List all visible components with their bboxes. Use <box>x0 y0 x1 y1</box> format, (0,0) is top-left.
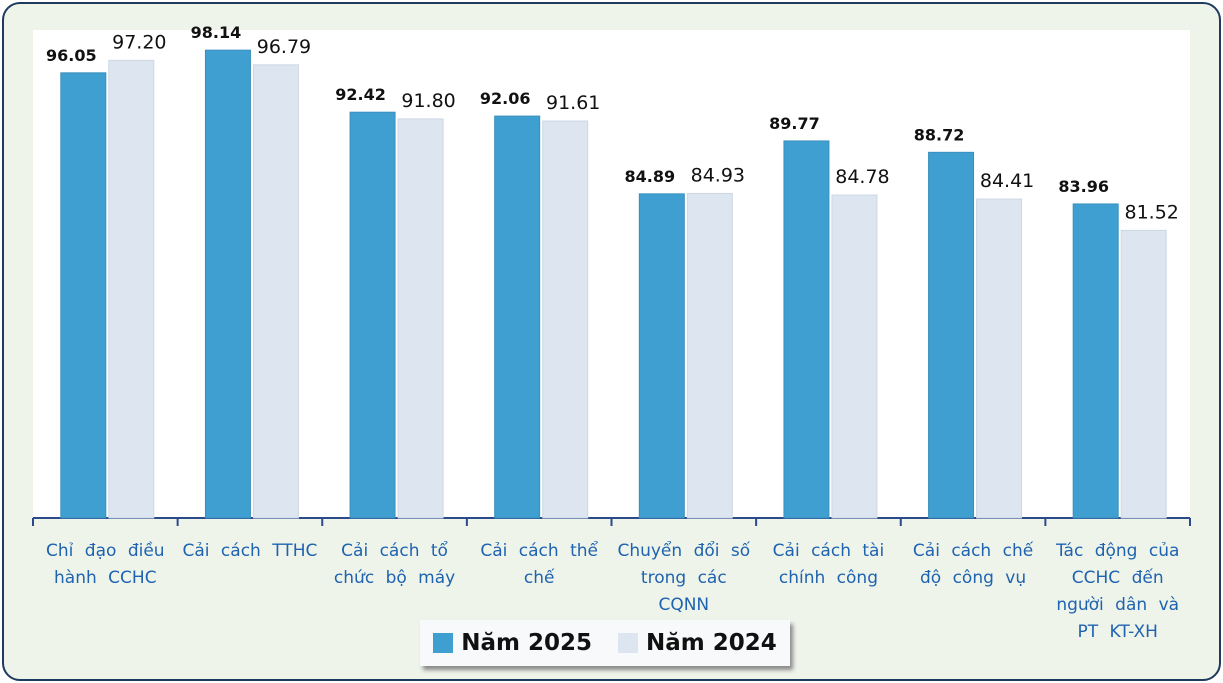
value-label: 97.20 <box>112 31 166 53</box>
value-label: 89.77 <box>769 114 820 133</box>
bar <box>397 118 444 519</box>
value-label: 92.06 <box>480 89 531 108</box>
bar <box>1072 203 1119 519</box>
x-tick-label: Tác động của CCHC đến người dân và PT KT… <box>1055 541 1180 642</box>
value-label: 88.72 <box>914 125 965 144</box>
bar <box>638 193 685 519</box>
bar <box>831 194 878 519</box>
value-label: 92.42 <box>335 85 386 104</box>
bar <box>542 120 589 519</box>
bar <box>108 59 155 519</box>
legend: Năm 2025 Năm 2024 <box>420 620 790 666</box>
bar <box>783 140 830 519</box>
value-label: 84.93 <box>691 164 745 186</box>
legend-item: Năm 2025 <box>433 630 592 656</box>
bar <box>1120 229 1167 519</box>
x-tick-label: Cải cách TTHC <box>182 541 318 561</box>
x-tick-label: Chỉ đạo điều hành CCHC <box>46 541 165 588</box>
bar <box>204 49 251 519</box>
value-label: 84.89 <box>625 167 676 186</box>
bar <box>976 198 1023 519</box>
x-tick-label: Chuyển đổi số trong các CQNN <box>617 541 751 615</box>
legend-item: Năm 2024 <box>618 630 777 656</box>
value-label: 91.80 <box>401 90 455 112</box>
value-label: 84.78 <box>835 166 889 188</box>
value-label: 96.05 <box>46 46 97 65</box>
bar <box>494 115 541 519</box>
legend-label: Năm 2024 <box>646 630 777 656</box>
value-label: 83.96 <box>1058 177 1109 196</box>
bar <box>349 111 396 519</box>
legend-swatch <box>433 633 454 653</box>
bar <box>60 72 107 519</box>
x-tick-label: Cải cách tài chính công <box>772 541 885 588</box>
bar <box>686 192 733 519</box>
bar <box>252 64 299 519</box>
value-label: 96.79 <box>257 36 311 58</box>
x-tick-label: Cải cách thể chế <box>480 541 598 588</box>
value-label: 81.52 <box>1124 201 1178 223</box>
legend-swatch <box>618 633 638 653</box>
bar <box>928 151 975 519</box>
x-tick-label: Cải cách chế độ công vụ <box>912 541 1034 588</box>
x-tick-label: Cải cách tổ chức bộ máy <box>333 541 456 588</box>
legend-label: Năm 2025 <box>461 630 592 656</box>
value-label: 98.14 <box>191 23 242 42</box>
value-label: 91.61 <box>546 92 600 114</box>
value-label: 84.41 <box>980 170 1034 192</box>
